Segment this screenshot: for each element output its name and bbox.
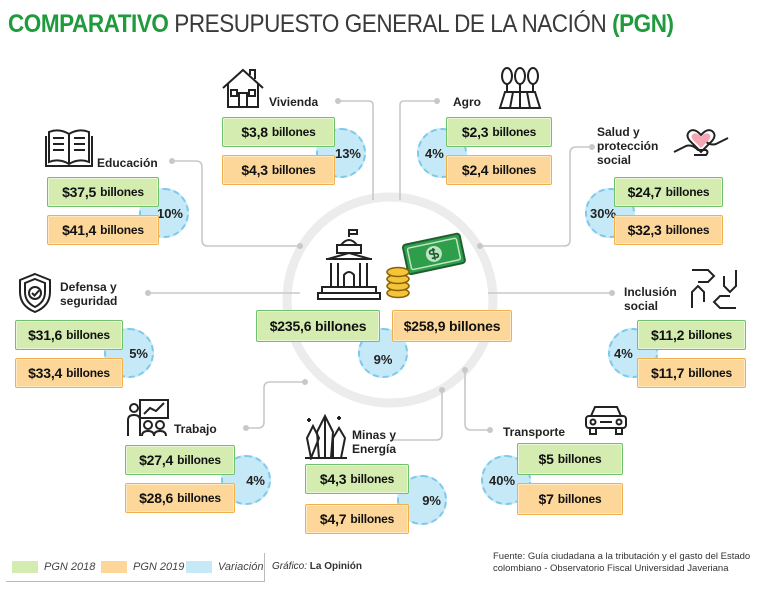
- pgn2018-value: $24,7 billones: [614, 177, 723, 207]
- car-icon: [585, 406, 627, 435]
- pgn2019-value: $28,6 billones: [125, 483, 235, 513]
- crystal-icon: [305, 413, 347, 460]
- shield-icon: [19, 272, 51, 314]
- legend-swatch: [12, 561, 38, 573]
- pgn2018-value: $2,3 billones: [446, 117, 552, 147]
- pgn2019-value: $32,3 billones: [614, 215, 723, 245]
- pgn2019-value: $2,4 billones: [446, 155, 552, 185]
- label-salud: Salud y protección social: [597, 125, 659, 167]
- source-note: Fuente: Guía ciudadana a la tributación …: [493, 551, 751, 574]
- pgn2019-value: $4,7 billones: [305, 504, 409, 534]
- pgn2018-value: $3,8 billones: [222, 117, 335, 147]
- total-pgn2018-value: $235,6 billones: [256, 310, 380, 342]
- presentation-icon: [127, 399, 169, 437]
- money-icon: [386, 232, 466, 299]
- pgn2018-value: $31,6 billones: [15, 320, 123, 350]
- hands-icon: [691, 269, 737, 309]
- farm-icon: [498, 67, 542, 109]
- credit: Gráfico: La Opinión: [272, 561, 363, 572]
- book-icon: [45, 129, 93, 167]
- label-trabajo: Trabajo: [174, 422, 217, 436]
- legend: PGN 2018 PGN 2019 Variación: [6, 553, 265, 582]
- legend-item-2018: PGN 2018: [12, 560, 95, 574]
- label-minas: Minas y Energía: [352, 428, 397, 456]
- pgn2019-value: $33,4 billones: [15, 358, 123, 388]
- house-icon: [222, 68, 264, 108]
- pgn2018-value: $11,2 billones: [637, 320, 746, 350]
- label-vivienda: Vivienda: [269, 95, 319, 109]
- label-transporte: Transporte: [503, 425, 566, 439]
- pgn2019-value: $7 billones: [517, 483, 623, 515]
- pgn2018-value: $27,4 billones: [125, 445, 235, 475]
- pgn2019-value: $11,7 billones: [637, 358, 746, 388]
- pgn2019-value: $41,4 billones: [47, 215, 159, 245]
- total-pgn2019-value: $258,9 billones: [392, 310, 512, 342]
- capitol-building-icon: [317, 229, 381, 300]
- pgn2019-value: $4,3 billones: [222, 155, 335, 185]
- label-educacion: Educación: [97, 156, 158, 170]
- label-defensa: Defensa y seguridad: [60, 280, 118, 308]
- care-heart-icon: [673, 129, 729, 156]
- page-title: COMPARATIVO PRESUPUESTO GENERAL DE LA NA…: [8, 10, 674, 38]
- pgn2018-value: $4,3 billones: [305, 464, 409, 494]
- pgn2018-value: $37,5 billones: [47, 177, 159, 207]
- legend-item-variation: Variación: [186, 560, 263, 574]
- label-agro: Agro: [453, 95, 481, 109]
- legend-item-2019: PGN 2019: [101, 560, 184, 574]
- label-inclusion: Inclusión social: [624, 285, 677, 313]
- legend-swatch: [186, 561, 212, 573]
- pgn2018-value: $5 billones: [517, 443, 623, 475]
- legend-swatch: [101, 561, 127, 573]
